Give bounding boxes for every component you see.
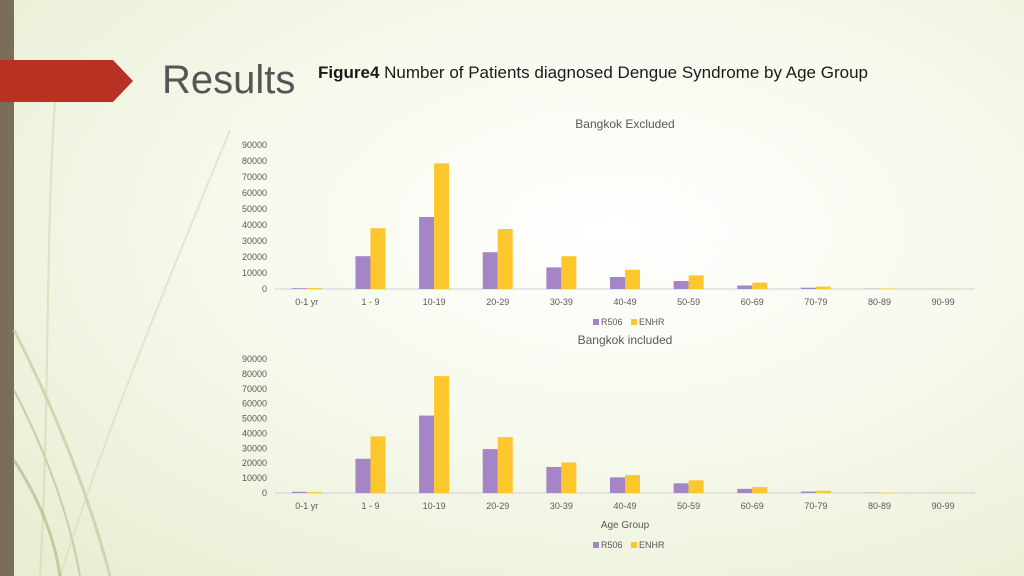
- left-accent-bar: [0, 0, 14, 576]
- chart1-bar-r506: [419, 217, 435, 289]
- chart2-bar-r506: [800, 491, 816, 493]
- chart1-legend-swatch: [593, 319, 599, 325]
- chart2-bar-enhr: [561, 462, 577, 493]
- chart2-category-label: 10-19: [423, 501, 446, 511]
- chart1-legend-swatch: [631, 319, 637, 325]
- chart2-ytick-label: 30000: [242, 443, 267, 453]
- chart1-category-label: 30-39: [550, 297, 573, 307]
- chart2-bar-enhr: [306, 492, 322, 493]
- chart2-ytick-label: 10000: [242, 473, 267, 483]
- chart2-category-label: 0-1 yr: [295, 501, 318, 511]
- chart2-bar-enhr: [434, 376, 450, 493]
- chart2-bar-r506: [419, 415, 435, 493]
- chart2-category-label: 60-69: [741, 501, 764, 511]
- chart2-bar-r506: [673, 483, 689, 493]
- chart1-bar-enhr: [752, 282, 768, 289]
- chart2-legend-swatch: [593, 542, 599, 548]
- chart1-legend-label: R506: [601, 317, 623, 327]
- chart2-category-label: 1 - 9: [361, 501, 379, 511]
- chart2-bar-enhr: [752, 487, 768, 493]
- chart1-bar-r506: [291, 288, 307, 289]
- chart2-bar-enhr: [625, 475, 640, 493]
- chart1-category-label: 20-29: [486, 297, 509, 307]
- figure-number: Figure4: [318, 63, 380, 82]
- chart-bangkok-included: Bangkok included 0 10000 20000 30000 40000 500…: [242, 333, 975, 550]
- chart2-category-label: 90-99: [932, 501, 955, 511]
- chart2-category-label: 70-79: [804, 501, 827, 511]
- slide-title: Results: [162, 58, 296, 102]
- decorative-leaf-lines: [12, 99, 231, 576]
- chart1-bar-enhr: [625, 269, 640, 289]
- chart2-ytick-label: 20000: [242, 458, 267, 468]
- chart2-bar-enhr: [497, 437, 513, 493]
- chart1-category-label: 10-19: [423, 297, 446, 307]
- chart1-bar-r506: [737, 285, 753, 289]
- chart1-category-label: 0-1 yr: [295, 297, 318, 307]
- chart1-category-label: 50-59: [677, 297, 700, 307]
- chart2-bar-r506: [610, 477, 625, 493]
- figure-caption: Figure4 Number of Patients diagnosed Den…: [318, 63, 868, 83]
- chart1-ytick-label: 50000: [242, 204, 267, 214]
- chart1-ytick-label: 10000: [242, 268, 267, 278]
- chart2-x-axis-label: Age Group: [601, 520, 650, 531]
- chart1-ytick-label: 80000: [242, 156, 267, 166]
- chart2-ytick-label: 40000: [242, 428, 267, 438]
- chart2-ytick-label: 90000: [242, 354, 267, 364]
- chart1-ytick-label: 60000: [242, 188, 267, 198]
- chart2-bar-r506: [546, 466, 562, 493]
- chart1-category-label: 40-49: [613, 297, 636, 307]
- chart2-category-label: 30-39: [550, 501, 573, 511]
- chart1-category-label: 1 - 9: [361, 297, 379, 307]
- chart1-bar-enhr: [497, 229, 513, 289]
- chart2-ytick-label: 80000: [242, 369, 267, 379]
- chart-bangkok-excluded: Bangkok Excluded 0 10000 20000 30000 40000 500…: [242, 117, 975, 327]
- chart2-bar-enhr: [815, 490, 831, 493]
- chart2-ytick-label: 60000: [242, 399, 267, 409]
- chart2-legend-label: ENHR: [639, 540, 665, 550]
- chart1-bar-r506: [482, 252, 498, 289]
- title-arrow-banner: [0, 60, 133, 102]
- chart2-ytick-label: 70000: [242, 384, 267, 394]
- chart2-ytick-label: 50000: [242, 414, 267, 424]
- chart1-title: Bangkok Excluded: [575, 117, 674, 131]
- chart1-bar-r506: [610, 277, 625, 289]
- chart2-legend-swatch: [631, 542, 637, 548]
- chart1-ytick-label: 90000: [242, 140, 267, 150]
- chart1-ytick-label: 0: [262, 284, 267, 294]
- chart1-bar-r506: [673, 281, 689, 289]
- chart2-bar-enhr: [370, 436, 386, 493]
- chart1-bar-enhr: [306, 288, 322, 289]
- chart1-legend-label: ENHR: [639, 317, 665, 327]
- chart1-ytick-label: 30000: [242, 236, 267, 246]
- chart1-ytick-label: 20000: [242, 252, 267, 262]
- chart1-category-label: 80-89: [868, 297, 891, 307]
- chart1-ytick-label: 40000: [242, 220, 267, 230]
- chart2-bar-r506: [482, 449, 498, 493]
- chart2-bar-enhr: [688, 480, 704, 493]
- chart1-ytick-label: 70000: [242, 172, 267, 182]
- chart2-category-label: 40-49: [613, 501, 636, 511]
- chart1-category-label: 90-99: [932, 297, 955, 307]
- chart2-bar-r506: [737, 488, 753, 493]
- chart1-bar-r506: [355, 256, 371, 289]
- chart2-title: Bangkok included: [578, 333, 673, 347]
- chart1-bar-enhr: [434, 163, 450, 289]
- chart2-bar-r506: [291, 491, 307, 493]
- chart2-bar-r506: [355, 458, 371, 493]
- figure-caption-text: Number of Patients diagnosed Dengue Synd…: [379, 63, 868, 82]
- chart2-legend-label: R506: [601, 540, 623, 550]
- chart1-category-label: 70-79: [804, 297, 827, 307]
- chart1-bar-r506: [546, 267, 562, 289]
- chart1-bar-enhr: [561, 256, 577, 289]
- chart2-category-label: 20-29: [486, 501, 509, 511]
- chart1-bar-enhr: [688, 275, 704, 289]
- chart2-category-label: 50-59: [677, 501, 700, 511]
- chart2-category-label: 80-89: [868, 501, 891, 511]
- chart2-ytick-label: 0: [262, 488, 267, 498]
- chart1-bar-enhr: [815, 286, 831, 289]
- chart1-category-label: 60-69: [741, 297, 764, 307]
- chart1-bar-r506: [800, 287, 816, 289]
- chart1-bar-enhr: [370, 228, 386, 289]
